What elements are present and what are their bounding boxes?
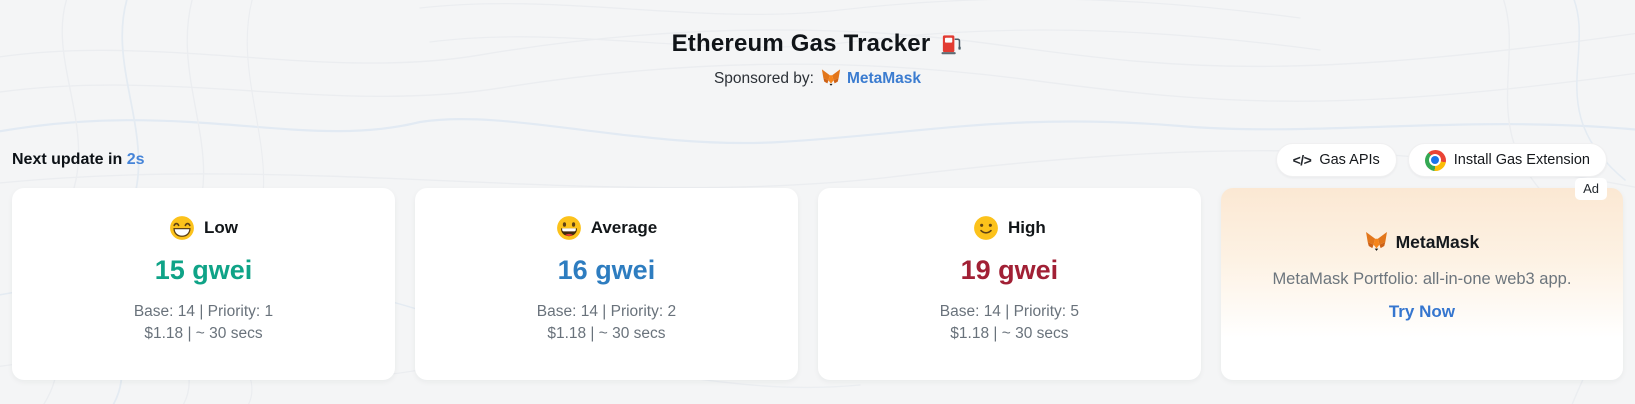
metamask-fox-icon bbox=[1365, 232, 1388, 253]
code-icon: </> bbox=[1292, 152, 1312, 168]
metamask-fox-icon bbox=[821, 69, 841, 88]
gas-value: 15 gwei bbox=[154, 255, 253, 285]
slightly-smiling-face-icon bbox=[973, 215, 999, 241]
chrome-icon bbox=[1424, 149, 1446, 171]
page-header: Ethereum Gas Tracker Sponsored by: bbox=[0, 0, 1635, 88]
sponsored-by-label: Sponsored by: bbox=[713, 69, 814, 87]
gas-card-high: High 19 gwei Base: 14 | Priority: 5 $1.1… bbox=[817, 188, 1201, 380]
page-title: Ethereum Gas Tracker bbox=[671, 30, 931, 57]
cost-time-text: $1.18 | ~ 30 secs bbox=[950, 325, 1069, 342]
countdown-value: 2s bbox=[126, 151, 145, 168]
base-priority-text: Base: 14 | Priority: 1 bbox=[133, 303, 274, 320]
gas-card-low: Low 15 gwei Base: 14 | Priority: 1 $1.18… bbox=[12, 188, 395, 380]
try-now-link[interactable]: Try Now bbox=[1388, 302, 1455, 321]
gas-value: 16 gwei bbox=[557, 255, 656, 285]
sponsor-metamask-link[interactable]: MetaMask bbox=[821, 69, 921, 88]
cost-time-text: $1.18 | ~ 30 secs bbox=[144, 325, 263, 342]
tier-label: Average bbox=[590, 218, 658, 237]
tier-label: Low bbox=[203, 218, 238, 237]
grinning-face-with-big-eyes-icon bbox=[556, 215, 582, 241]
header-buttons: </> Gas APIs Install Gas Extension bbox=[1275, 143, 1607, 177]
install-gas-extension-label: Install Gas Extension bbox=[1453, 152, 1590, 168]
ad-title: MetaMask bbox=[1395, 232, 1480, 252]
metamask-ad-card[interactable]: Ad MetaMask MetaMask Portfolio: all-in-o… bbox=[1220, 178, 1623, 380]
base-priority-text: Base: 14 | Priority: 5 bbox=[939, 303, 1080, 320]
ad-description: MetaMask Portfolio: all-in-one web3 app. bbox=[1272, 270, 1572, 288]
gas-apis-label: Gas APIs bbox=[1319, 152, 1380, 168]
gas-apis-button[interactable]: </> Gas APIs bbox=[1275, 143, 1397, 177]
grinning-face-with-smiling-eyes-icon bbox=[169, 215, 195, 241]
tier-label: High bbox=[1008, 218, 1046, 237]
fuel-pump-icon bbox=[940, 33, 963, 56]
gas-cards-row: Low 15 gwei Base: 14 | Priority: 1 $1.18… bbox=[0, 178, 1635, 380]
base-priority-text: Base: 14 | Priority: 2 bbox=[536, 303, 677, 320]
status-bar: Next update in 2s </> Gas APIs Install G… bbox=[0, 143, 1635, 177]
cost-time-text: $1.18 | ~ 30 secs bbox=[547, 325, 666, 342]
sponsor-name: MetaMask bbox=[846, 69, 922, 87]
install-gas-extension-button[interactable]: Install Gas Extension bbox=[1407, 143, 1607, 177]
next-update-text: Next update in 2s bbox=[12, 151, 144, 169]
ad-badge: Ad bbox=[1575, 178, 1607, 200]
next-update-label: Next update in bbox=[12, 151, 127, 168]
gas-value: 19 gwei bbox=[960, 255, 1059, 285]
gas-card-average: Average 16 gwei Base: 14 | Priority: 2 $… bbox=[414, 188, 798, 380]
